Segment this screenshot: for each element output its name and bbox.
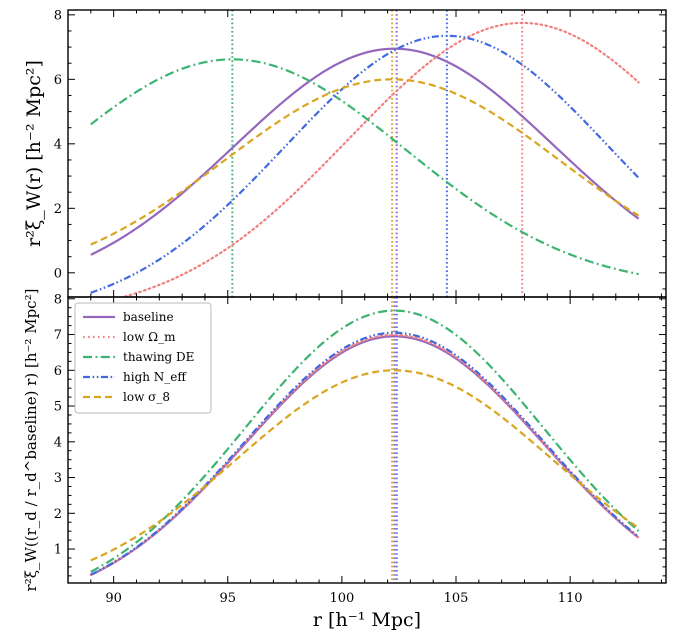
bottom-ytick-label: 2 (54, 507, 62, 522)
bottom-ytick-label: 4 (54, 435, 62, 450)
axis-titles: r²ξ_W(r) [h⁻² Mpc²] r²ξ_W((r_d / r_d^base… (22, 60, 421, 631)
legend-label-0: baseline (123, 310, 174, 324)
bottom-ytick-label: 7 (54, 328, 62, 343)
bottom-panel: 1 2 3 4 5 6 7 8 90 95 100 105 110 (54, 292, 667, 606)
bottom-ytick-label: 3 (54, 471, 62, 486)
top-panel: 0 2 4 6 8 (54, 8, 667, 298)
top-series-3 (90, 34, 640, 294)
bottom-xtick-label: 90 (105, 591, 122, 606)
top-y-ticks (68, 14, 666, 290)
top-ytick-label: 4 (54, 137, 62, 152)
top-series-1 (119, 21, 640, 297)
bottom-series-4 (90, 369, 640, 562)
legend-label-4: low σ_8 (123, 390, 170, 404)
bottom-xtick-label: 100 (329, 591, 354, 606)
legend-box (74, 302, 212, 414)
bottom-ytick-label: 1 (54, 543, 62, 558)
bottom-xtick-label: 110 (558, 591, 583, 606)
bottom-x-ticks (67, 297, 662, 583)
top-x-ticks (67, 10, 662, 297)
top-ytick-label: 2 (54, 202, 62, 217)
top-ytick-label: 8 (54, 8, 62, 23)
top-series-0 (90, 47, 640, 256)
top-y-axis-title: r²ξ_W(r) [h⁻² Mpc²] (23, 60, 45, 247)
bottom-series-3 (90, 331, 640, 576)
bottom-y-ticks (68, 298, 666, 577)
bottom-frame (67, 296, 667, 584)
bottom-xtick-label: 105 (444, 591, 469, 606)
top-series-2 (90, 58, 639, 276)
bottom-ytick-label: 5 (54, 400, 62, 415)
legend-label-3: high N_eff (123, 370, 187, 384)
bottom-ytick-label: 6 (54, 364, 62, 379)
legend-label-2: thawing DE (123, 350, 194, 364)
top-ytick-label: 6 (54, 73, 62, 88)
x-axis-title: r [h⁻¹ Mpc] (313, 609, 421, 631)
legend-label-1: low Ω_m (123, 330, 176, 344)
top-ytick-label: 0 (54, 266, 62, 281)
top-series-4 (90, 78, 640, 246)
bottom-y-axis-title: r²ξ_W((r_d / r_d^baseline) r) [h⁻² Mpc²] (22, 289, 40, 592)
bottom-xtick-label: 95 (219, 591, 236, 606)
bottom-ytick-label: 8 (54, 292, 62, 307)
bottom-series-2 (90, 309, 640, 573)
